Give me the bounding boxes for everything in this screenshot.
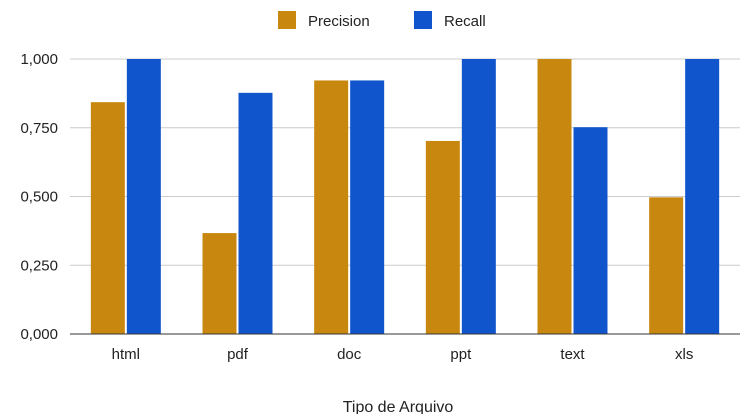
bar-precision-text: [537, 59, 572, 334]
bar-precision-xls: [649, 197, 684, 334]
y-tick-label: 0,750: [20, 120, 58, 137]
bar-recall-xls: [685, 59, 720, 334]
bar-precision-doc: [314, 80, 349, 334]
y-tick-label: 1,000: [20, 51, 58, 68]
x-axis-ticks: html pdf doc ppt text xls: [112, 346, 694, 363]
bars: [90, 59, 720, 334]
bar-recall-doc: [350, 80, 385, 334]
bar-recall-html: [126, 59, 161, 334]
legend-swatch-recall: [414, 11, 432, 29]
y-tick-label: 0,000: [20, 326, 58, 343]
x-tick-label: text: [560, 346, 585, 363]
x-axis-title: Tipo de Arquivo: [343, 399, 454, 414]
x-tick-label: ppt: [450, 346, 472, 363]
bar-precision-ppt: [425, 140, 460, 334]
gridlines: [70, 58, 740, 266]
bar-recall-text: [573, 127, 608, 334]
y-axis-ticks: 0,000 0,250 0,500 0,750 1,000: [20, 51, 58, 343]
y-tick-label: 0,500: [20, 189, 58, 206]
y-tick-label: 0,250: [20, 257, 58, 274]
bar-precision-pdf: [202, 233, 237, 334]
legend-swatch-precision: [278, 11, 296, 29]
legend-label-recall: Recall: [444, 13, 486, 30]
bar-precision-html: [90, 102, 125, 334]
x-tick-label: doc: [337, 346, 362, 363]
x-tick-label: html: [112, 346, 140, 363]
legend: Precision Recall: [278, 11, 486, 30]
legend-label-precision: Precision: [308, 13, 370, 30]
x-tick-label: pdf: [227, 346, 249, 363]
bar-recall-pdf: [238, 92, 273, 334]
x-tick-label: xls: [675, 346, 693, 363]
bar-recall-ppt: [461, 59, 496, 334]
